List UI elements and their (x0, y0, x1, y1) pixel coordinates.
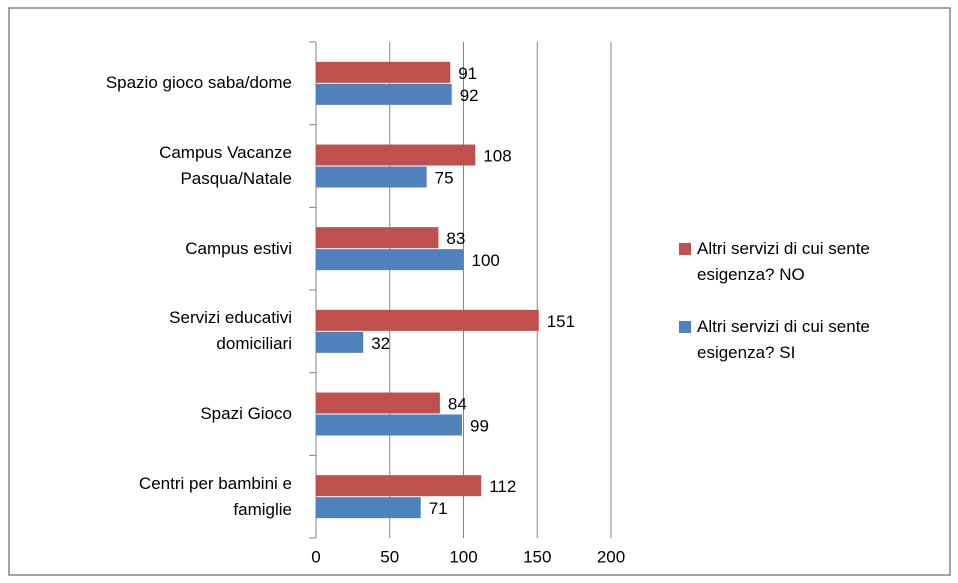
y-tick-label: Campus Vacanze Pasqua/Natale (159, 143, 292, 188)
data-label: 92 (460, 86, 479, 105)
data-label: 100 (472, 251, 500, 270)
y-tick-label: Spazi Gioco (200, 404, 292, 423)
x-tick-label: 150 (523, 547, 551, 566)
x-tick-label: 0 (311, 547, 320, 566)
data-label: 112 (489, 477, 516, 496)
y-tick-label: Servizi educativi domiciliari (169, 308, 292, 354)
legend-swatch (679, 321, 691, 333)
x-tick-label: 50 (380, 547, 399, 566)
data-label: 75 (435, 168, 454, 187)
y-tick-label: Centri per bambini e famiglie (138, 473, 292, 519)
legend-label: Altri servizi di cui sente esigenza? SI (697, 317, 870, 362)
chart-border (8, 7, 951, 576)
bar (316, 144, 476, 166)
bar (316, 83, 452, 105)
bar (316, 331, 364, 353)
bar (316, 414, 463, 436)
x-tick-label: 100 (449, 547, 477, 566)
data-label: 151 (547, 312, 575, 331)
data-label: 99 (470, 416, 489, 435)
legend-swatch (679, 243, 691, 255)
bar (316, 166, 427, 188)
data-label: 83 (446, 229, 465, 248)
bar (316, 309, 539, 331)
bar (316, 392, 440, 414)
y-tick-label: Campus estivi (185, 238, 292, 258)
data-label: 71 (429, 499, 448, 518)
data-label: 108 (483, 146, 511, 165)
bar (316, 61, 451, 83)
bar (316, 227, 439, 249)
data-label: 91 (458, 64, 477, 83)
bar (316, 475, 482, 497)
bar (316, 249, 464, 271)
data-label: 84 (448, 394, 467, 413)
x-tick-label: 200 (597, 547, 625, 566)
data-label: 32 (371, 334, 390, 353)
y-tick-label: Spazio gioco saba/dome (105, 73, 292, 93)
bar (316, 497, 421, 519)
legend-label: Altri servizi di cui sente esigenza? NO (697, 239, 870, 284)
